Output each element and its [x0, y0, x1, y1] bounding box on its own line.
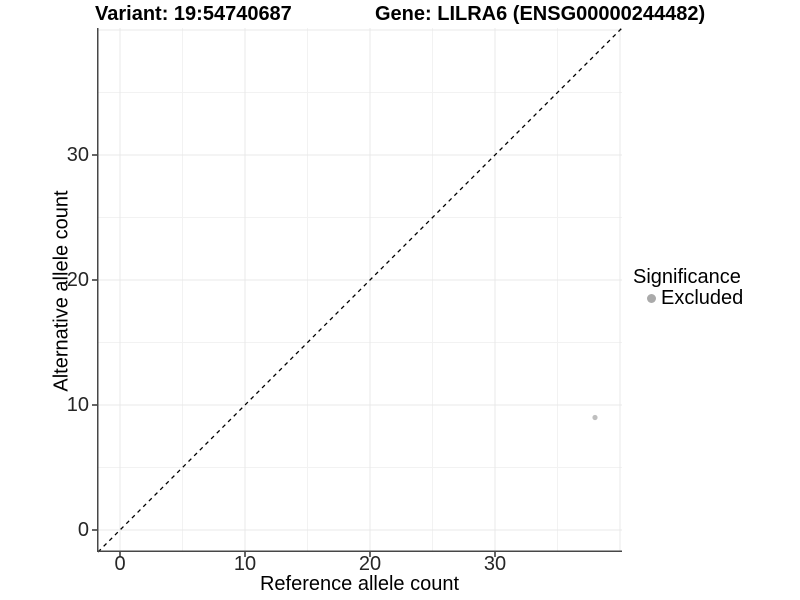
data-point	[592, 414, 598, 421]
gene-title: Gene: LILRA6 (ENSG00000244482)	[375, 3, 706, 25]
y-axis-title: Alternative allele count	[50, 190, 73, 392]
y-tick-label: 30	[66, 144, 89, 166]
legend-point-icon	[647, 294, 656, 303]
x-tick-label: 20	[358, 553, 382, 575]
legend: Significance Excluded	[633, 266, 743, 309]
variant-title: Variant: 19:54740687	[95, 3, 292, 25]
identity-dashed-line	[97, 28, 623, 553]
y-tick-label: 20	[66, 269, 89, 291]
x-tick-label: 10	[233, 553, 257, 575]
x-tick-label: 0	[114, 553, 126, 575]
legend-item-label: Excluded	[661, 287, 744, 309]
y-tick-label: 10	[66, 394, 89, 416]
plot-panel	[92, 28, 623, 557]
legend-title: Significance	[633, 266, 741, 288]
y-tick-label: 0	[77, 519, 89, 541]
x-tick-label: 30	[483, 553, 507, 575]
x-axis-title: Reference allele count	[259, 573, 459, 595]
legend-item-excluded: Excluded	[633, 287, 744, 309]
